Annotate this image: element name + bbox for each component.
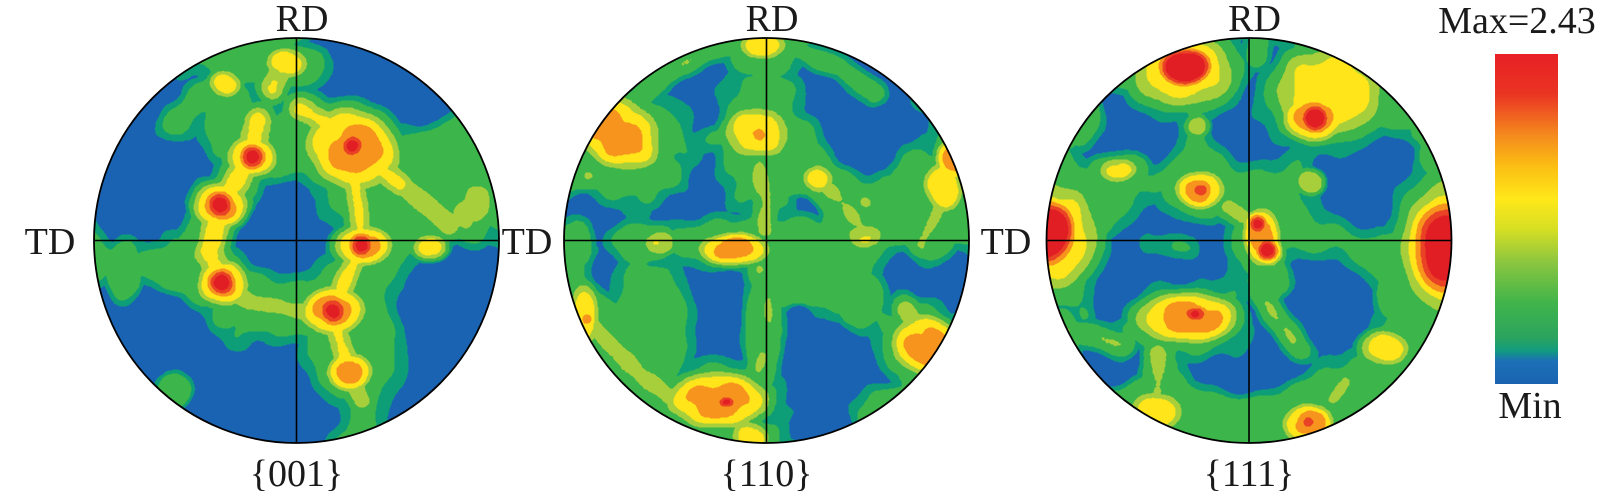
svg-text:TD: TD [981,221,1032,263]
svg-text:RD: RD [276,0,329,40]
svg-text:TD: TD [502,221,553,263]
svg-text:Min: Min [1498,385,1561,427]
svg-text:TD: TD [25,221,76,263]
svg-text:{110}: {110} [720,453,812,495]
svg-text:Max=2.43: Max=2.43 [1438,0,1596,42]
svg-text:RD: RD [1228,0,1281,40]
svg-text:{001}: {001} [250,453,343,495]
svg-text:RD: RD [746,0,799,40]
svg-text:{111}: {111} [1204,453,1295,495]
